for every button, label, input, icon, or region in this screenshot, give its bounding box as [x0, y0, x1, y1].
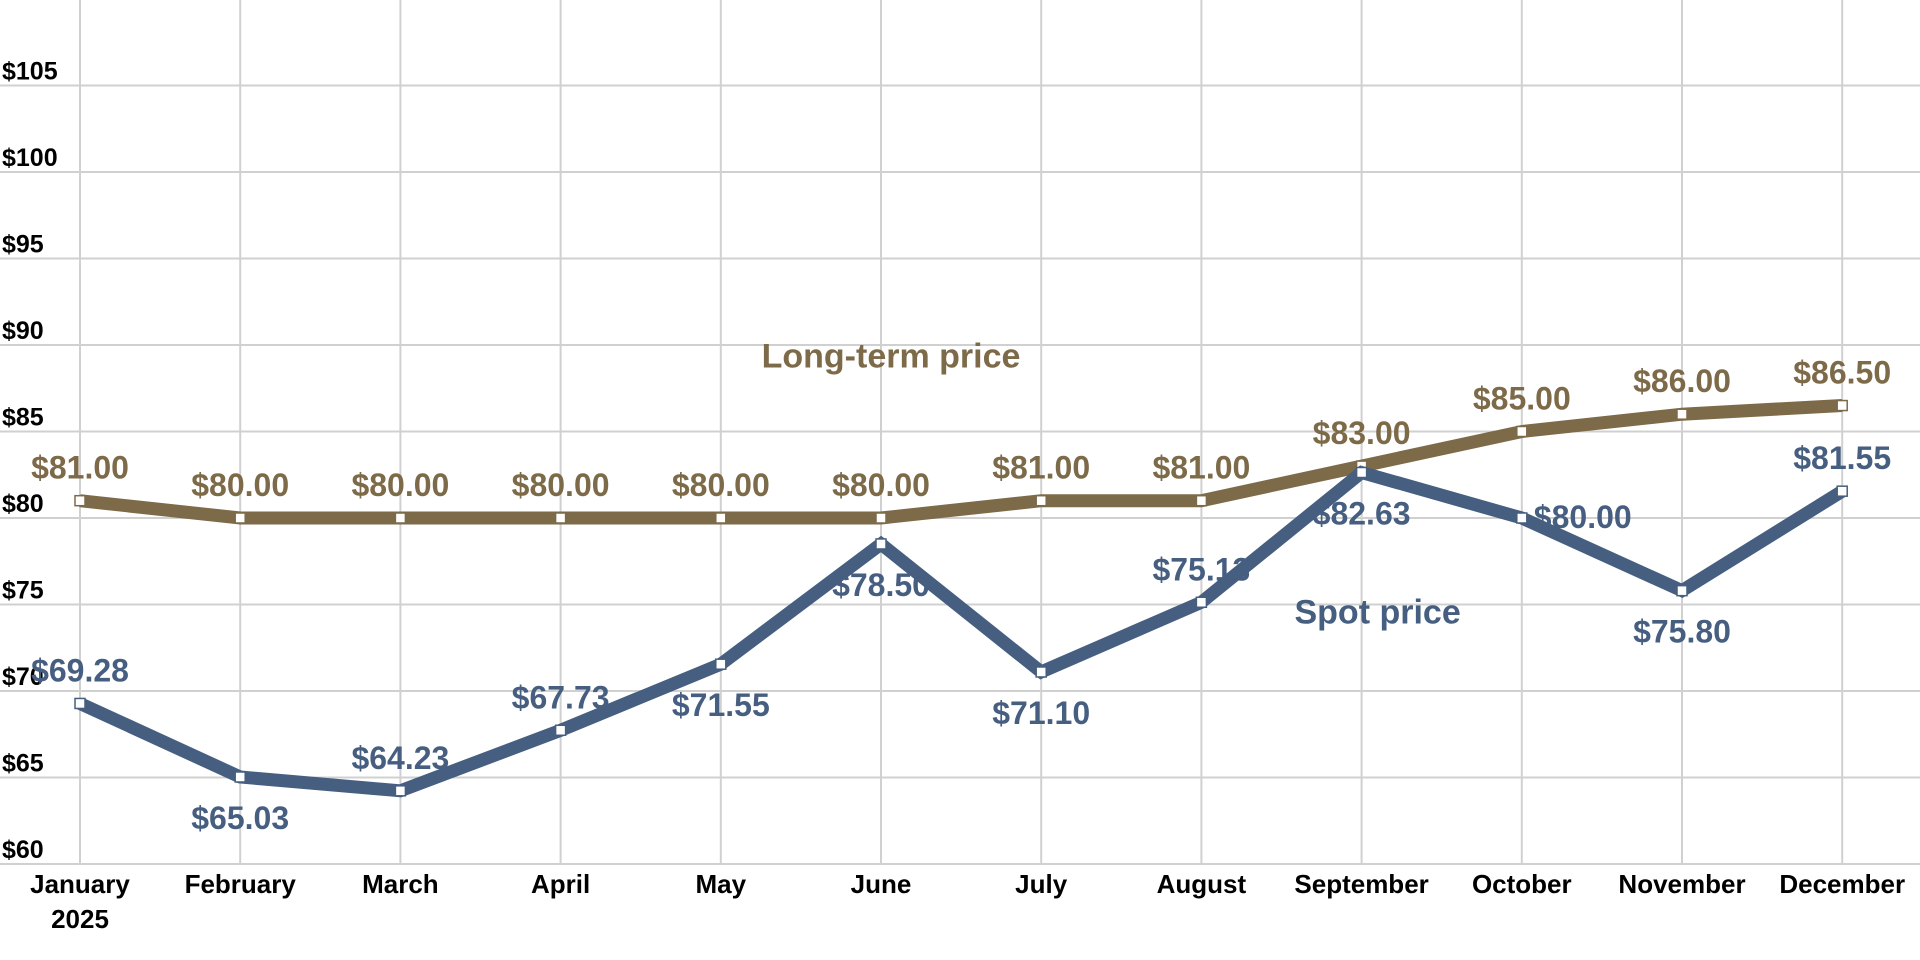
gridlines: [0, 0, 1920, 865]
y-tick-label: $65: [2, 750, 44, 778]
y-axis-ticks: $60 $65 $70 $75 $80 $85 $90 $95 $100 $105: [2, 58, 58, 865]
data-point-marker: [74, 494, 86, 507]
series-line-spot: [77, 465, 1846, 798]
x-axis-ticks: January 2025 February March April May June July…: [30, 869, 1905, 934]
y-tick-label: $80: [2, 490, 44, 518]
data-label: $67.73: [512, 679, 610, 715]
data-point-marker: [554, 724, 567, 737]
data-label: $75.80: [1633, 614, 1731, 650]
y-tick-label: $85: [2, 404, 44, 432]
data-label: $71.10: [992, 695, 1090, 731]
data-point-marker: [554, 512, 567, 524]
data-label: $80.00: [512, 467, 610, 503]
data-point-marker: [394, 785, 407, 797]
x-tick-label: February: [185, 869, 297, 899]
y-tick-label: $75: [2, 577, 44, 605]
data-label: $86.00: [1633, 363, 1731, 399]
data-point-marker: [1035, 666, 1047, 678]
data-point-marker: [1355, 466, 1368, 479]
data-label: $80.00: [832, 467, 930, 503]
x-tick-label: November: [1618, 869, 1745, 899]
data-label: $85.00: [1473, 381, 1571, 417]
data-point-marker: [1035, 494, 1047, 507]
series-name-spot: Spot price: [1294, 594, 1460, 632]
x-tick-label: September: [1294, 869, 1428, 899]
y-tick-label: $95: [2, 231, 44, 259]
data-label: $81.55: [1793, 440, 1891, 476]
data-point-marker: [875, 538, 887, 550]
data-labels: $81.00 $80.00 $80.00 $80.00 $80.00 $80.00 $81.…: [31, 337, 1891, 835]
y-tick-label: $100: [2, 144, 58, 172]
x-tick-label: December: [1779, 869, 1905, 899]
data-label: $80.00: [1534, 499, 1632, 535]
data-label: $80.00: [351, 467, 449, 503]
data-label: $78.50: [832, 567, 930, 603]
x-tick-label: March: [362, 869, 439, 899]
data-point-marker: [1195, 494, 1208, 507]
data-label: $80.00: [672, 467, 770, 503]
y-tick-label: $70: [2, 663, 44, 691]
data-point-marker: [1195, 596, 1208, 609]
data-point-marker: [1676, 584, 1688, 597]
data-point-marker: [234, 771, 246, 783]
data-point-marker: [74, 697, 86, 710]
data-point-marker: [1836, 485, 1848, 497]
data-label: $65.03: [191, 800, 289, 836]
data-point-marker: [1676, 408, 1688, 420]
data-label: $69.28: [31, 652, 129, 688]
x-tick-label: July: [1015, 869, 1068, 899]
data-label: $64.23: [351, 740, 449, 776]
x-tick-label: January: [30, 869, 130, 899]
series-lines: [74, 399, 1848, 798]
data-point-marker: [1516, 512, 1528, 524]
data-point-marker: [394, 512, 407, 524]
x-tick-label: August: [1157, 869, 1247, 899]
data-label: $86.50: [1793, 355, 1891, 391]
x-tick-label: October: [1472, 869, 1572, 899]
series-line-long-term: [79, 399, 1843, 525]
data-label: $81.00: [992, 450, 1090, 486]
x-tick-label: April: [531, 869, 590, 899]
series-name-long-term: Long-term price: [762, 337, 1021, 375]
data-point-marker: [234, 512, 246, 524]
data-label: $81.00: [1152, 450, 1250, 486]
data-label: $71.55: [672, 687, 770, 723]
data-label: $83.00: [1313, 415, 1411, 451]
y-tick-label: $105: [2, 58, 58, 86]
data-label: $81.00: [31, 450, 129, 486]
data-point-marker: [1516, 425, 1528, 438]
data-label: $75.13: [1152, 551, 1250, 587]
y-tick-label: $90: [2, 317, 44, 345]
data-point-marker: [1836, 399, 1848, 412]
data-label: $82.63: [1313, 496, 1411, 532]
x-tick-label: May: [696, 869, 747, 899]
x-tick-sublabel: 2025: [51, 904, 109, 934]
data-point-marker: [715, 658, 727, 670]
x-tick-label: June: [851, 869, 912, 899]
data-label: $80.00: [191, 467, 289, 503]
data-point-marker: [715, 512, 727, 524]
y-tick-label: $60: [2, 836, 44, 864]
data-point-marker: [875, 512, 887, 524]
